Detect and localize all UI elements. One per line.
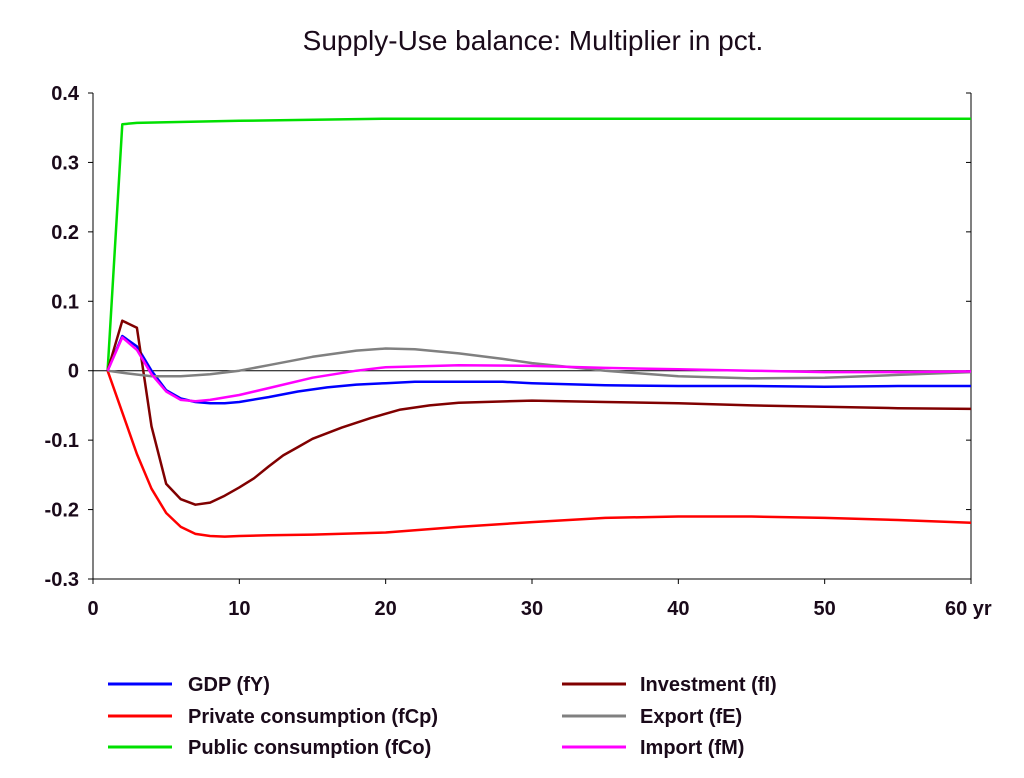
series-line-4 — [107, 347, 972, 380]
y-tick-label: 0.1 — [51, 291, 79, 313]
series-line-1 — [106, 370, 972, 538]
series-line-5 — [106, 336, 972, 403]
legend-item: Export (fE) — [562, 706, 742, 728]
legend-item: Import (fM) — [562, 737, 744, 759]
legend-label: Private consumption (fCp) — [188, 706, 438, 728]
plot-area: 0.4 0.3 0.2 0.1 0 -0.1 -0.2 -0.3 0 10 20 30 40 50 60 y… — [45, 83, 992, 620]
x-tick-label: 20 — [375, 598, 397, 620]
series-line-0 — [106, 334, 971, 405]
y-tick-label: 0.4 — [51, 83, 80, 105]
x-tick-label: 60 yr — [945, 598, 992, 620]
x-tick-label: 10 — [228, 598, 250, 620]
chart-title: Supply-Use balance: Multiplier in pct. — [303, 25, 764, 56]
legend: GDP (fY) Private consumption (fCp) Public … — [108, 674, 777, 759]
legend-item: GDP (fY) — [108, 674, 270, 696]
legend-label: Export (fE) — [640, 706, 742, 728]
x-tick-label: 40 — [667, 598, 689, 620]
y-tick-label: -0.1 — [45, 430, 79, 452]
x-tick-label: 50 — [814, 598, 836, 620]
y-tick-label: -0.2 — [45, 500, 79, 522]
x-tick-label: 30 — [521, 598, 543, 620]
series-line-2 — [106, 117, 971, 371]
legend-label: GDP (fY) — [188, 674, 270, 696]
legend-label: Investment (fI) — [640, 674, 777, 696]
legend-label: Import (fM) — [640, 737, 744, 759]
y-tick-label: 0 — [68, 361, 79, 383]
x-tick-label: 0 — [87, 598, 98, 620]
legend-item: Investment (fI) — [562, 674, 777, 696]
y-tick-label: 0.3 — [51, 152, 79, 174]
legend-label: Public consumption (fCo) — [188, 737, 431, 759]
y-tick-label: -0.3 — [45, 569, 79, 591]
legend-item: Public consumption (fCo) — [108, 737, 431, 759]
series-line-3 — [106, 319, 972, 506]
y-tick-label: 0.2 — [51, 222, 79, 244]
legend-item: Private consumption (fCp) — [108, 706, 438, 728]
